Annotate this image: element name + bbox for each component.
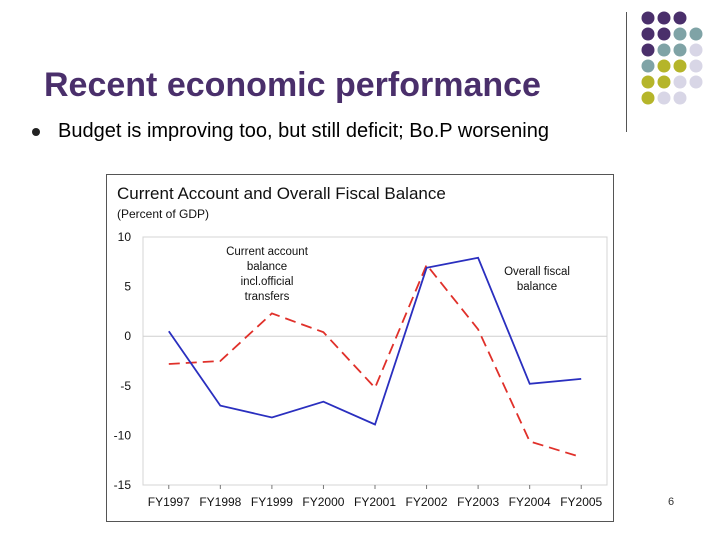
y-tick-label: 10: [118, 230, 132, 244]
dot-grid-graphic: [641, 11, 703, 105]
x-tick-label: FY2004: [509, 495, 551, 509]
x-tick-label: FY2005: [560, 495, 602, 509]
decorative-dot: [657, 75, 671, 89]
decorative-dot: [657, 43, 671, 57]
bullet-item: Budget is improving too, but still defic…: [32, 120, 549, 143]
x-tick-label: FY2003: [457, 495, 499, 509]
decorative-dot: [673, 59, 687, 73]
decorative-dot: [641, 43, 655, 57]
page-number: 6: [668, 496, 675, 508]
x-tick-label: FY2001: [354, 495, 396, 509]
y-tick-label: -10: [114, 428, 132, 442]
chart-subtitle: (Percent of GDP): [117, 207, 209, 221]
vertical-divider: [626, 12, 627, 132]
x-tick-label: FY2002: [406, 495, 448, 509]
series-label: balance: [517, 281, 557, 293]
x-tick-label: FY2000: [302, 495, 344, 509]
decorative-dot: [689, 59, 703, 73]
decorative-dot: [641, 59, 655, 73]
decorative-dot: [673, 11, 687, 25]
x-tick-label: FY1998: [199, 495, 241, 509]
series-label: incl.official: [241, 276, 294, 288]
y-tick-label: 5: [124, 280, 131, 294]
series-label: Current account: [226, 246, 309, 258]
decorative-dot: [673, 75, 687, 89]
line-chart: Current Account and Overall Fiscal Balan…: [114, 184, 608, 509]
decorative-dot: [689, 43, 703, 57]
decorative-dot: [641, 91, 655, 105]
series-label: Overall fiscal: [504, 266, 570, 278]
decorative-dot: [657, 27, 671, 41]
decorative-dot: [673, 91, 687, 105]
series-line-current-account: [168, 256, 582, 426]
decorative-dot: [673, 43, 687, 57]
decorative-dot: [689, 27, 703, 41]
chart-container: Current Account and Overall Fiscal Balan…: [106, 174, 614, 522]
slide-title: Recent economic performance: [44, 66, 541, 104]
y-tick-label: 0: [124, 329, 131, 343]
decorative-dot: [641, 11, 655, 25]
decorative-dot: [657, 11, 671, 25]
bullet-dot-icon: [32, 127, 40, 136]
y-tick-label: -5: [120, 379, 131, 393]
bullet-text: Budget is improving too, but still defic…: [58, 120, 549, 142]
chart-title: Current Account and Overall Fiscal Balan…: [117, 184, 446, 203]
series-label: balance: [247, 261, 287, 273]
decorative-dot: [657, 91, 671, 105]
x-tick-label: FY1999: [251, 495, 293, 509]
decorative-dot: [689, 75, 703, 89]
decorative-dot: [673, 27, 687, 41]
y-tick-label: -15: [114, 478, 132, 492]
x-tick-label: FY1997: [148, 495, 190, 509]
decorative-dot: [641, 27, 655, 41]
decorative-dot: [641, 75, 655, 89]
series-label: transfers: [245, 291, 290, 303]
series-line-fiscal-balance: [168, 263, 582, 459]
decorative-dot-grid: [640, 10, 720, 120]
decorative-dot: [657, 59, 671, 73]
